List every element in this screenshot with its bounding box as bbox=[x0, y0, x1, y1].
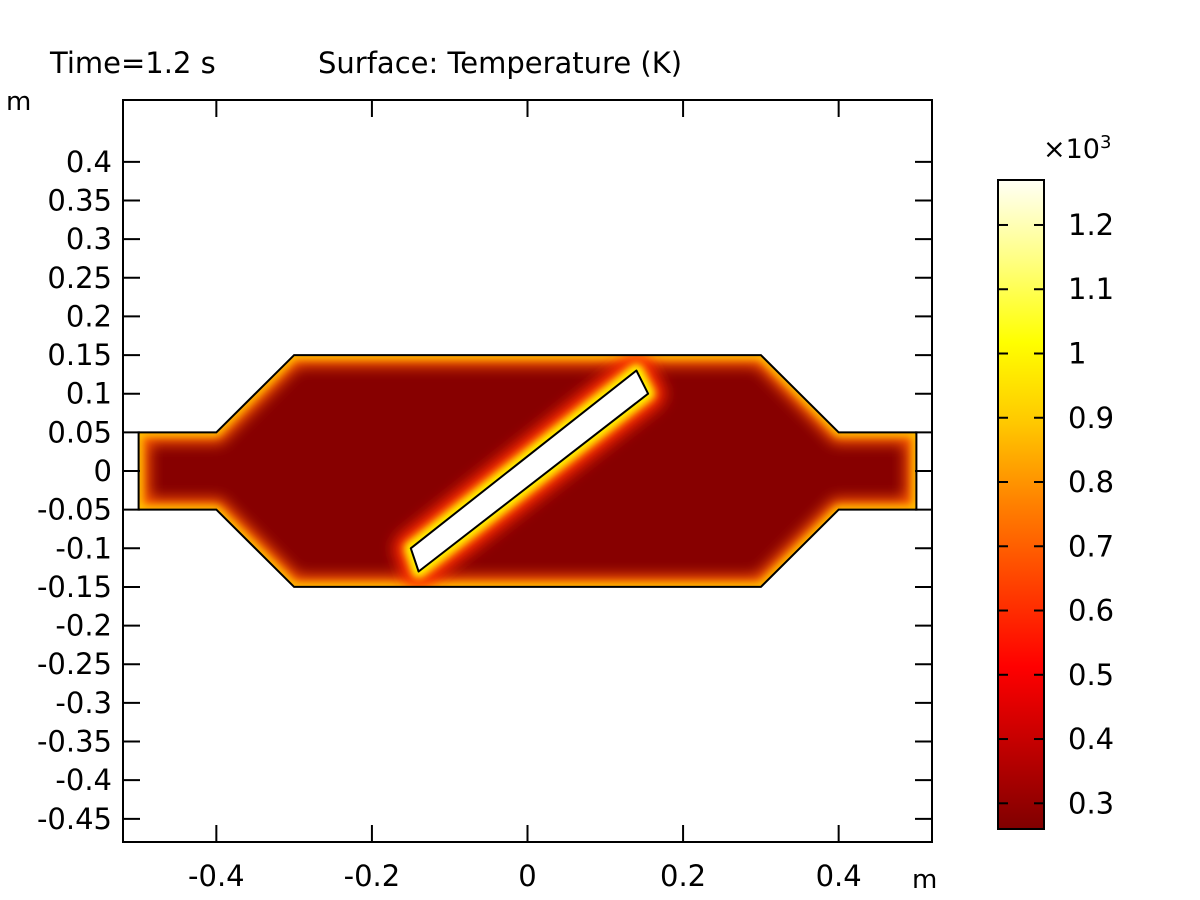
colorbar-multiplier-base: ×10 bbox=[1043, 134, 1100, 165]
y-tick-label: 0.2 bbox=[66, 299, 112, 333]
x-tick-label: 0.2 bbox=[660, 859, 706, 893]
y-tick-label: 0.3 bbox=[66, 222, 112, 256]
time-label: Time=1.2 s bbox=[49, 46, 216, 80]
y-tick-label: -0.05 bbox=[37, 493, 112, 527]
colorbar-tick-label: 1.1 bbox=[1068, 272, 1114, 306]
colorbar-tick-label: 0.8 bbox=[1068, 465, 1114, 499]
y-tick-label: 0.35 bbox=[47, 183, 112, 217]
colorbar-tick-label: 0.4 bbox=[1068, 722, 1114, 756]
x-axis-ticks: -0.4 -0.2 0 0.2 0.4 bbox=[188, 100, 862, 893]
colorbar-tick-label: 1 bbox=[1068, 336, 1086, 370]
y-axis-ticks: 0.4 0.35 0.3 0.25 0.2 0.15 0.1 0.05 0 -0.05 -0.1 -0… bbox=[37, 145, 932, 836]
colorbar-multiplier-exponent: 3 bbox=[1100, 132, 1111, 153]
x-tick-label: -0.2 bbox=[344, 859, 401, 893]
colorbar: ×103 1.2 1.1 1 0.9 0.8 0.7 0.6 0.5 0.4 0.3 bbox=[997, 132, 1114, 830]
y-tick-label: -0.15 bbox=[37, 570, 112, 604]
colorbar-tick-label: 0.9 bbox=[1068, 401, 1114, 435]
y-tick-label: 0.25 bbox=[47, 261, 112, 295]
y-tick-label: -0.1 bbox=[55, 531, 112, 565]
y-tick-label: 0.05 bbox=[47, 415, 112, 449]
temperature-field bbox=[137, 354, 918, 588]
chart-title: Surface: Temperature (K) bbox=[318, 46, 682, 80]
heating-plate bbox=[409, 369, 650, 573]
y-tick-label: -0.3 bbox=[55, 686, 112, 720]
y-tick-label: 0.4 bbox=[66, 145, 112, 179]
y-tick-label: 0.15 bbox=[47, 338, 112, 372]
x-axis-unit: m bbox=[912, 865, 937, 895]
colorbar-tick-label: 1.2 bbox=[1068, 208, 1114, 242]
colorbar-tick-label: 0.5 bbox=[1068, 658, 1114, 692]
colorbar-multiplier: ×103 bbox=[1043, 132, 1111, 165]
colorbar-tick-label: 0.3 bbox=[1068, 786, 1114, 820]
colorbar-tick-label: 0.7 bbox=[1068, 529, 1114, 563]
y-tick-label: -0.2 bbox=[55, 609, 112, 643]
y-tick-label: -0.45 bbox=[37, 802, 112, 836]
colorbar-tick-label: 0.6 bbox=[1068, 594, 1114, 628]
x-tick-label: 0 bbox=[518, 859, 536, 893]
colorbar-gradient bbox=[997, 179, 1045, 830]
y-tick-label: -0.35 bbox=[37, 725, 112, 759]
colorbar-ticks: 1.2 1.1 1 0.9 0.8 0.7 0.6 0.5 0.4 0.3 bbox=[998, 208, 1114, 820]
y-tick-label: 0 bbox=[94, 454, 112, 488]
y-axis-unit: m bbox=[6, 87, 31, 117]
x-tick-label: 0.4 bbox=[816, 859, 862, 893]
y-tick-label: -0.25 bbox=[37, 647, 112, 681]
x-tick-label: -0.4 bbox=[188, 859, 245, 893]
y-tick-label: -0.4 bbox=[55, 763, 112, 797]
y-tick-label: 0.1 bbox=[66, 377, 112, 411]
